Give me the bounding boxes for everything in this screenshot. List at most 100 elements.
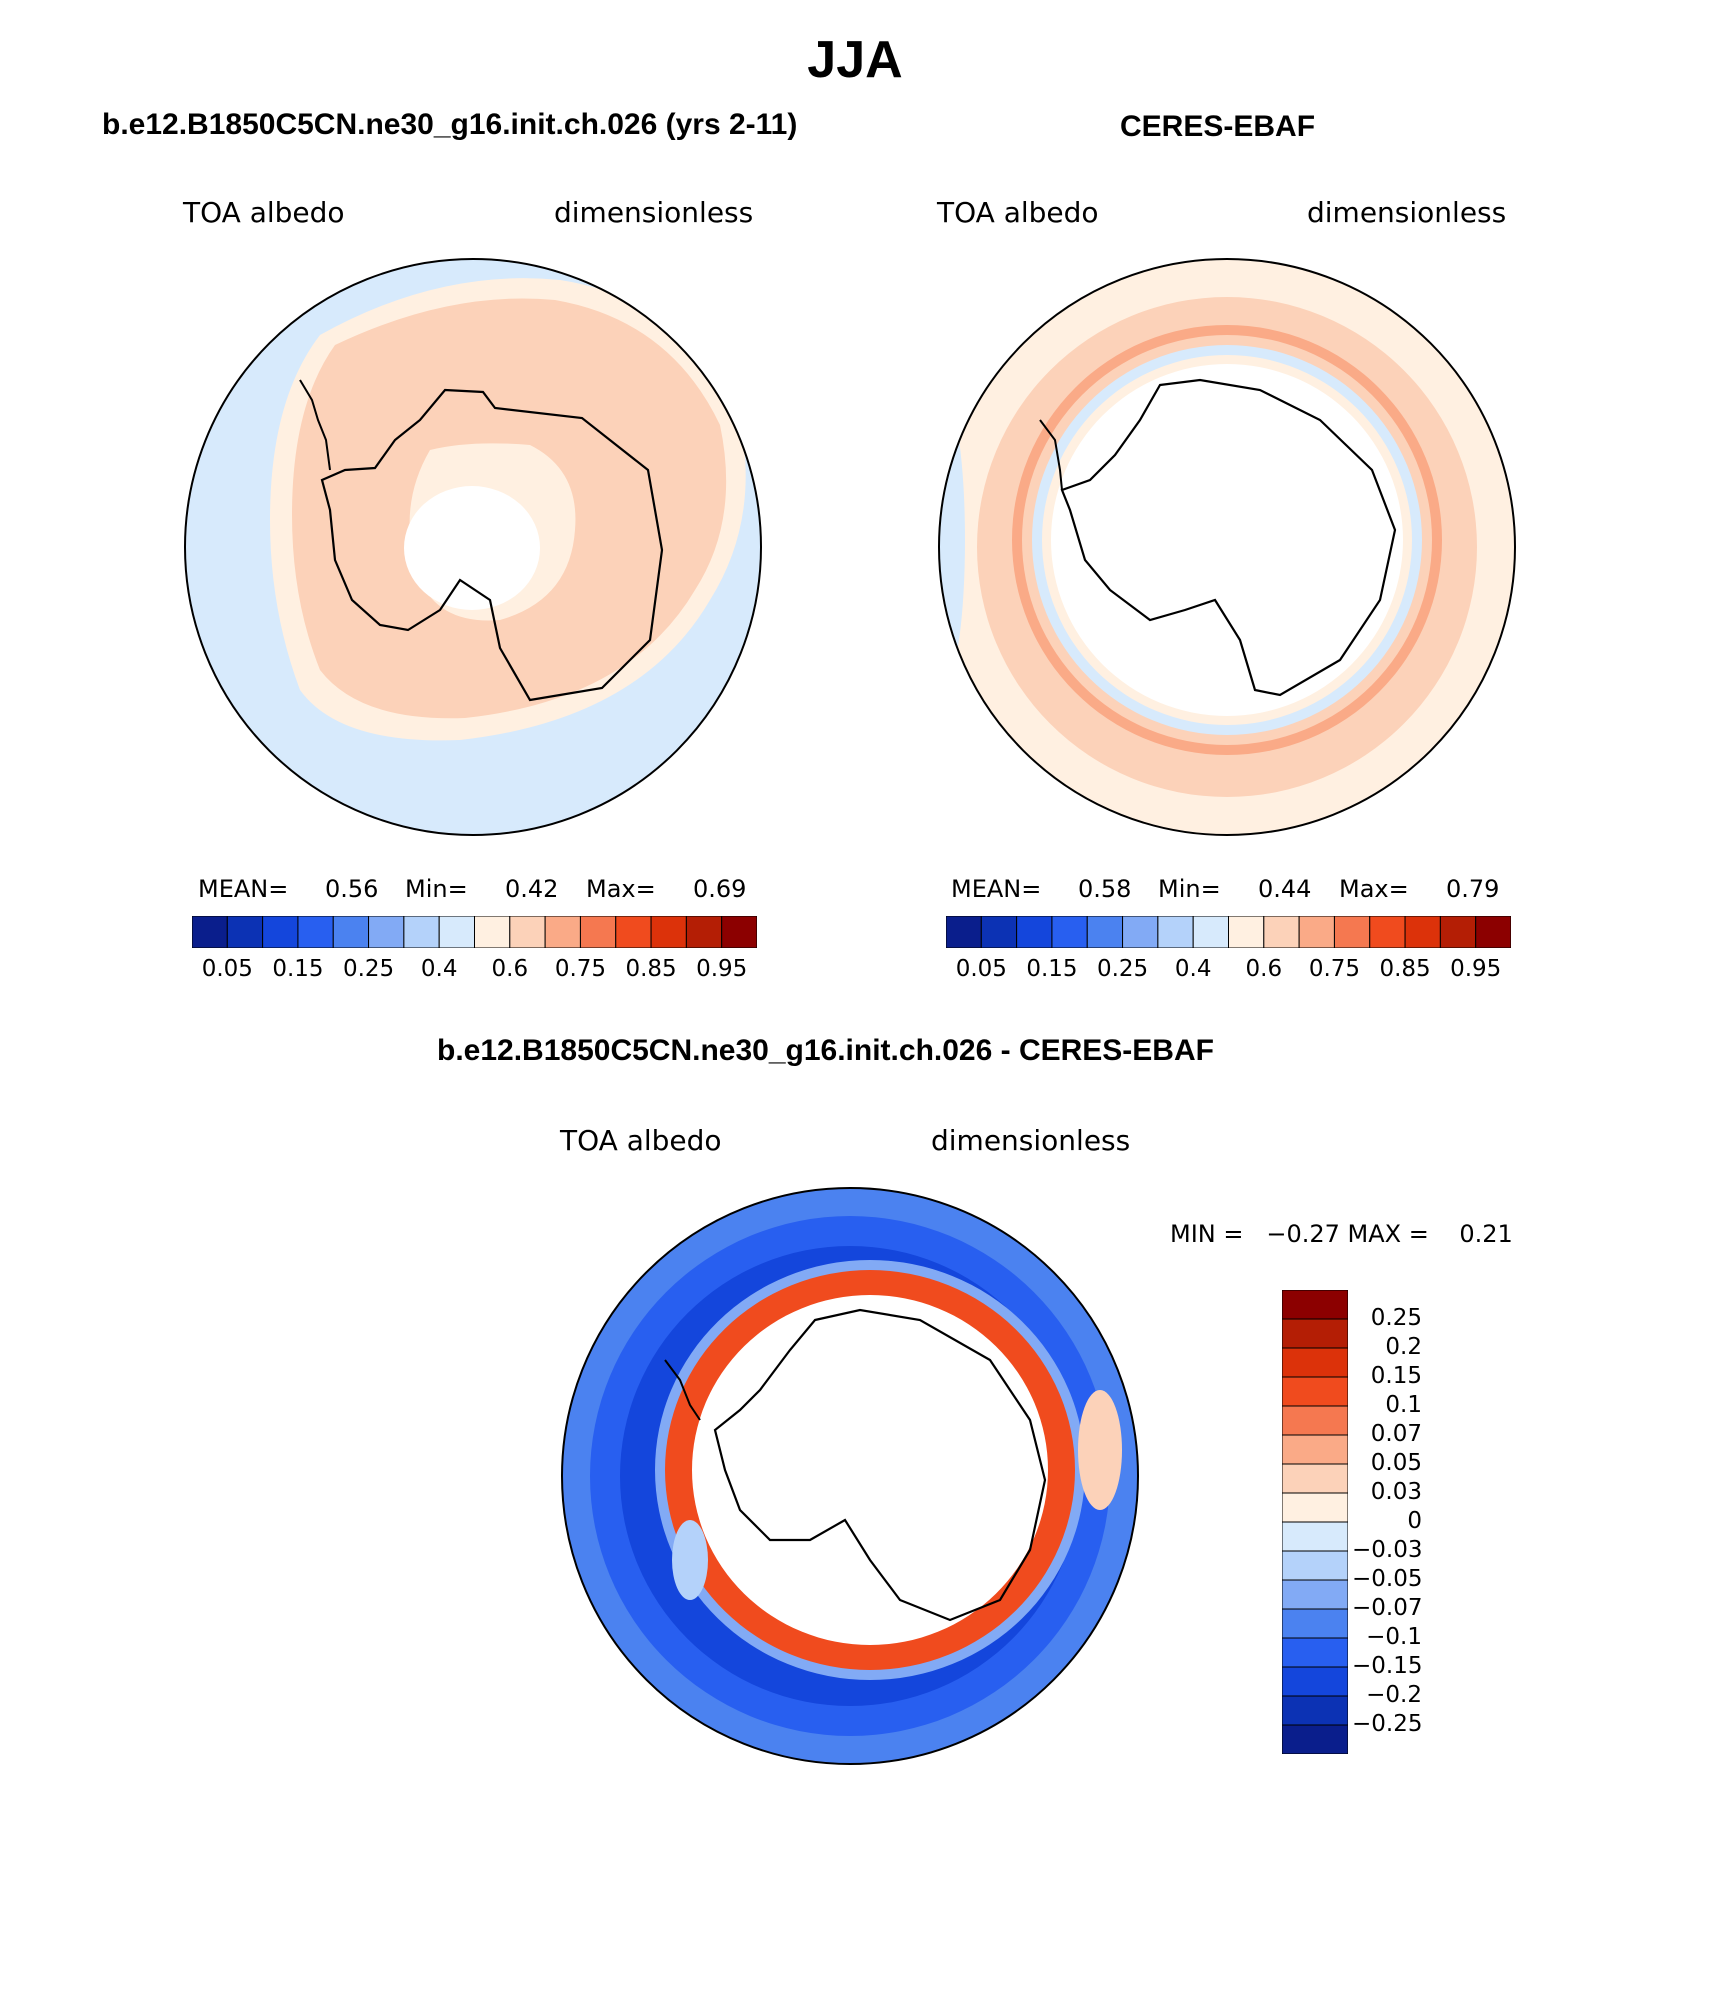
diff-colorbar-tick-label: 0.2 <box>1385 1334 1422 1360</box>
model-colorbar-tick-label: 0.6 <box>491 956 529 982</box>
obs-variable-label: TOA albedo <box>937 196 1099 229</box>
model-colorbar-swatch <box>721 916 757 948</box>
obs-colorbar-swatch <box>980 916 1018 948</box>
obs-colorbar-swatch <box>1404 916 1441 948</box>
diff-minmax-text: MIN = −0.27 MAX = 0.21 <box>1170 1220 1513 1248</box>
diff-colorbar-swatch <box>1282 1695 1348 1726</box>
model-max-label: Max= <box>586 875 656 903</box>
obs-colorbar-swatch <box>1086 916 1124 948</box>
obs-colorbar-tick-label: 0.6 <box>1245 956 1283 982</box>
obs-colorbar-swatch <box>1475 916 1511 948</box>
diff-colorbar-tick-label: 0.07 <box>1370 1421 1422 1447</box>
obs-colorbar-swatch <box>1369 916 1406 948</box>
obs-colorbar-tick-label: 0.95 <box>1450 956 1502 982</box>
diff-colorbar-tick-label: −0.1 <box>1366 1624 1422 1650</box>
model-min-value: 0.42 <box>505 875 559 903</box>
model-colorbar-tick-label: 0.4 <box>420 956 458 982</box>
model-units-label: dimensionless <box>554 196 754 229</box>
model-variable-label: TOA albedo <box>183 196 345 229</box>
obs-colorbar-swatch <box>1192 916 1229 948</box>
obs-colorbar-swatch <box>1263 916 1300 948</box>
obs-colorbar-tick-label: 0.05 <box>955 956 1007 982</box>
diff-colorbar-swatch <box>1282 1724 1348 1754</box>
diff-units-label: dimensionless <box>931 1124 1131 1157</box>
obs-colorbar-swatch <box>1157 916 1194 948</box>
obs-min-value: 0.44 <box>1258 875 1312 903</box>
diff-colorbar-swatch <box>1282 1405 1348 1436</box>
diff-colorbar-tick-label: 0 <box>1407 1508 1422 1534</box>
diff-colorbar-tick-label: −0.25 <box>1352 1711 1423 1737</box>
obs-colorbar-tick-label: 0.4 <box>1174 956 1212 982</box>
obs-mean-label: MEAN= <box>951 875 1042 903</box>
obs-mean-value: 0.58 <box>1078 875 1132 903</box>
obs-max-label: Max= <box>1339 875 1409 903</box>
obs-colorbar-swatch <box>1298 916 1335 948</box>
obs-min-label: Min= <box>1158 875 1221 903</box>
obs-colorbar-swatch <box>1228 916 1265 948</box>
obs-polar-map <box>938 258 1516 836</box>
model-colorbar <box>192 916 757 948</box>
model-colorbar-tick-label: 0.85 <box>625 956 677 982</box>
model-colorbar-tick-label: 0.25 <box>342 956 395 982</box>
diff-colorbar-swatch <box>1282 1492 1348 1523</box>
diff-variable-label: TOA albedo <box>560 1124 722 1157</box>
diff-colorbar-tick-label: 0.15 <box>1370 1363 1422 1389</box>
diff-colorbar-swatch <box>1282 1347 1348 1378</box>
model-colorbar-swatch <box>262 916 299 948</box>
model-colorbar-swatch <box>685 916 723 948</box>
model-colorbar-swatch <box>332 916 370 948</box>
model-max-value: 0.69 <box>693 875 747 903</box>
obs-colorbar-swatch <box>1122 916 1159 948</box>
diff-colorbar-swatch <box>1282 1521 1348 1552</box>
diff-colorbar-swatch <box>1282 1550 1348 1581</box>
obs-colorbar-tick-label: 0.15 <box>1026 956 1078 982</box>
obs-colorbar-swatch <box>1016 916 1053 948</box>
diff-panel-title: b.e12.B1850C5CN.ne30_g16.init.ch.026 - C… <box>437 1034 1214 1067</box>
model-colorbar-swatch <box>615 916 652 948</box>
obs-units-label: dimensionless <box>1307 196 1507 229</box>
model-colorbar-swatch <box>474 916 511 948</box>
obs-colorbar-swatch <box>946 916 982 948</box>
obs-panel-title: CERES-EBAF <box>1120 110 1316 143</box>
model-min-label: Min= <box>405 875 468 903</box>
diff-colorbar-tick-label: −0.15 <box>1352 1653 1423 1679</box>
model-colorbar-swatch <box>544 916 581 948</box>
model-colorbar-swatch <box>650 916 687 948</box>
diff-colorbar-ticks: 0.25 0.2 0.15 0.1 0.07 0.05 0.03 0 −0.03 −0.05 −0.… <box>1352 1290 1472 1754</box>
model-colorbar-tick-label: 0.05 <box>201 956 253 982</box>
diff-colorbar-tick-label: −0.2 <box>1366 1682 1422 1708</box>
diff-colorbar-tick-label: −0.07 <box>1352 1595 1423 1621</box>
obs-colorbar-swatch <box>1439 916 1477 948</box>
diff-colorbar-tick-label: 0.1 <box>1385 1392 1422 1418</box>
main-title: JJA <box>807 31 903 89</box>
obs-max-value: 0.79 <box>1446 875 1500 903</box>
model-colorbar-swatch <box>226 916 264 948</box>
diff-colorbar-swatch <box>1282 1376 1348 1407</box>
diff-colorbar-swatch <box>1282 1318 1348 1349</box>
diff-colorbar-tick-label: −0.05 <box>1352 1566 1423 1592</box>
diff-colorbar-swatch <box>1282 1434 1348 1465</box>
obs-colorbar-swatch <box>1333 916 1371 948</box>
diff-colorbar-swatch <box>1282 1463 1348 1494</box>
diff-colorbar <box>1282 1290 1348 1754</box>
obs-colorbar-ticks: 0.05 0.15 0.25 0.4 0.6 0.75 0.85 0.95 <box>946 956 1511 986</box>
model-colorbar-swatch <box>368 916 405 948</box>
diff-polar-map <box>561 1187 1139 1765</box>
model-mean-label: MEAN= <box>198 875 289 903</box>
diff-colorbar-swatch <box>1282 1637 1348 1668</box>
model-panel-title: b.e12.B1850C5CN.ne30_g16.init.ch.026 (yr… <box>102 108 798 141</box>
model-colorbar-swatch <box>438 916 475 948</box>
diff-colorbar-swatch <box>1282 1666 1348 1697</box>
obs-colorbar <box>946 916 1511 948</box>
model-colorbar-tick-label: 0.15 <box>272 956 324 982</box>
model-colorbar-swatch <box>579 916 617 948</box>
model-colorbar-ticks: 0.05 0.15 0.25 0.4 0.6 0.75 0.85 0.95 <box>192 956 757 986</box>
model-polar-map <box>184 258 762 836</box>
diff-colorbar-tick-label: 0.25 <box>1370 1305 1422 1331</box>
model-colorbar-tick-label: 0.95 <box>696 956 748 982</box>
model-colorbar-swatch <box>192 916 228 948</box>
diff-colorbar-swatch <box>1282 1579 1348 1610</box>
model-colorbar-swatch <box>297 916 334 948</box>
model-colorbar-swatch <box>403 916 440 948</box>
